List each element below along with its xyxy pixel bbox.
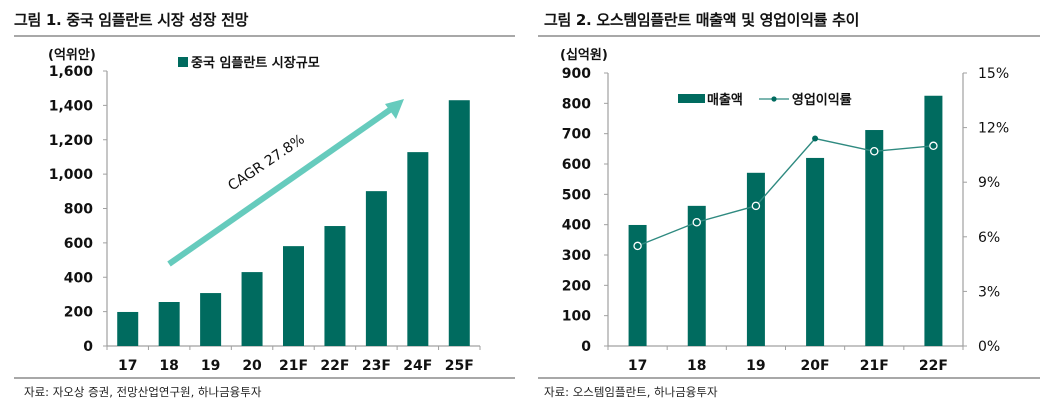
arrow-head-icon [385,99,404,119]
x-tick-label: 22F [919,358,948,374]
y2-tick-label: 15% [978,66,1009,82]
figure-2-legend-bar-label: 매출액 [707,93,743,108]
y-tick-label: 700 [562,127,591,143]
x-tick-label: 18 [159,358,178,374]
y2-tick-label: 0% [978,339,1000,355]
figure-1-legend-label: 중국 임플란트 시장규모 [191,56,320,71]
y-tick-label: 800 [562,96,591,112]
y2-tick-label: 6% [978,230,1000,246]
bar-17 [117,311,139,346]
bar-21F [283,246,304,346]
y-tick-label: 800 [64,202,93,218]
bar-24F [407,152,429,346]
margin-point-19 [751,201,761,211]
figure-1-bottom-rule [14,377,515,379]
margin-point-17 [633,241,642,251]
y-tick-label: 600 [562,157,591,173]
margin-point-18 [692,217,701,227]
figure-2-bottom-rule [538,377,1040,379]
figure-1: 그림 1. 중국 임플란트 시장 성장 전망 (억위안) 중국 임플란트 시장규… [14,11,515,399]
margin-line [637,137,934,247]
x-tick-label: 20F [801,358,830,374]
figure-1-title: 그림 1. 중국 임플란트 시장 성장 전망 [14,11,249,29]
x-tick-label: 20 [242,358,262,374]
legend-swatch-icon [178,56,188,67]
figure-2-top-rule [538,35,1040,37]
y-tick-label: 400 [562,218,591,234]
y-tick-label: 500 [562,187,591,203]
figure-1-legend: 중국 임플란트 시장규모 [178,52,320,71]
y2-tick-label: 9% [978,175,1000,191]
figure-2-legend: 매출액 영업이익률 [678,89,852,108]
y-tick-label: 1,400 [49,98,94,114]
x-tick-label: 18 [687,358,706,374]
bar-18 [158,302,180,346]
x-tick-label: 17 [628,358,647,374]
legend-line-marker-icon [758,95,789,102]
y-tick-label: 900 [562,66,591,82]
y-tick-label: 200 [64,305,93,321]
figure-2-legend-line-label: 영업이익률 [791,93,852,108]
bar-25F [448,100,470,346]
y-tick-label: 600 [64,236,93,252]
x-tick-label: 19 [201,358,220,374]
y-tick-label: 0 [581,339,591,355]
bar-22F [324,226,346,346]
figure-2-title: 그림 2. 오스템임플란트 매출액 및 영업이익률 추이 [544,11,860,29]
bar-23F [365,191,387,346]
y-tick-label: 0 [83,339,93,355]
y-tick-label: 1,600 [49,64,94,80]
y-tick-label: 200 [562,278,591,294]
x-tick-label: 19 [746,358,765,374]
x-tick-label: 21F [860,358,889,374]
figure-2-unit-label: (십억원) [560,48,608,63]
legend-bar-swatch-icon [678,94,705,103]
margin-point-22F [929,141,938,151]
y-tick-label: 400 [64,270,93,286]
x-tick-label: 17 [118,358,137,374]
bar-20 [241,272,263,346]
bar-19 [200,293,222,346]
bar-18 [687,205,706,346]
bar-21F [865,130,884,346]
margin-point-21F [869,147,879,156]
figure-1-unit-label: (억위안) [48,48,96,63]
bar-22F [924,95,943,346]
bar-19 [746,172,765,346]
x-tick-label: 21F [279,358,308,374]
figure-2-source: 자료: 오스템임플란트, 하나금융투자 [544,385,718,399]
figure-1-chart: 0 200 400 600 800 1,000 1,200 1,400 1,600 17 18 19 2… [49,64,481,374]
figure-1-top-rule [14,35,515,37]
x-tick-label: 24F [403,358,432,374]
cagr-arrow-icon [167,104,396,267]
y-tick-label: 300 [562,248,591,264]
figure-2-chart: 0 100 200 300 400 500 600 700 800 900 0% 3% 6% 9% 12% 1… [562,66,1009,374]
y2-tick-label: 3% [978,284,1000,300]
x-tick-label: 25F [445,358,474,374]
y2-tick-label: 12% [978,121,1009,137]
margin-point-20F [812,135,819,142]
y-tick-label: 100 [562,309,591,325]
y-tick-label: 1,000 [49,167,94,183]
bar-17 [628,224,647,346]
y-tick-label: 1,200 [49,133,94,149]
x-tick-label: 22F [320,358,349,374]
cagr-annotation: CAGR 27.8% [225,132,307,195]
x-tick-label: 23F [362,358,391,374]
figure-2: 그림 2. 오스템임플란트 매출액 및 영업이익률 추이 (십억원) 매출액 영… [520,0,1040,409]
bar-20F [806,157,825,346]
figure-1-source: 자료: 자오상 증권, 전망산업연구원, 하나금융투자 [24,385,262,399]
